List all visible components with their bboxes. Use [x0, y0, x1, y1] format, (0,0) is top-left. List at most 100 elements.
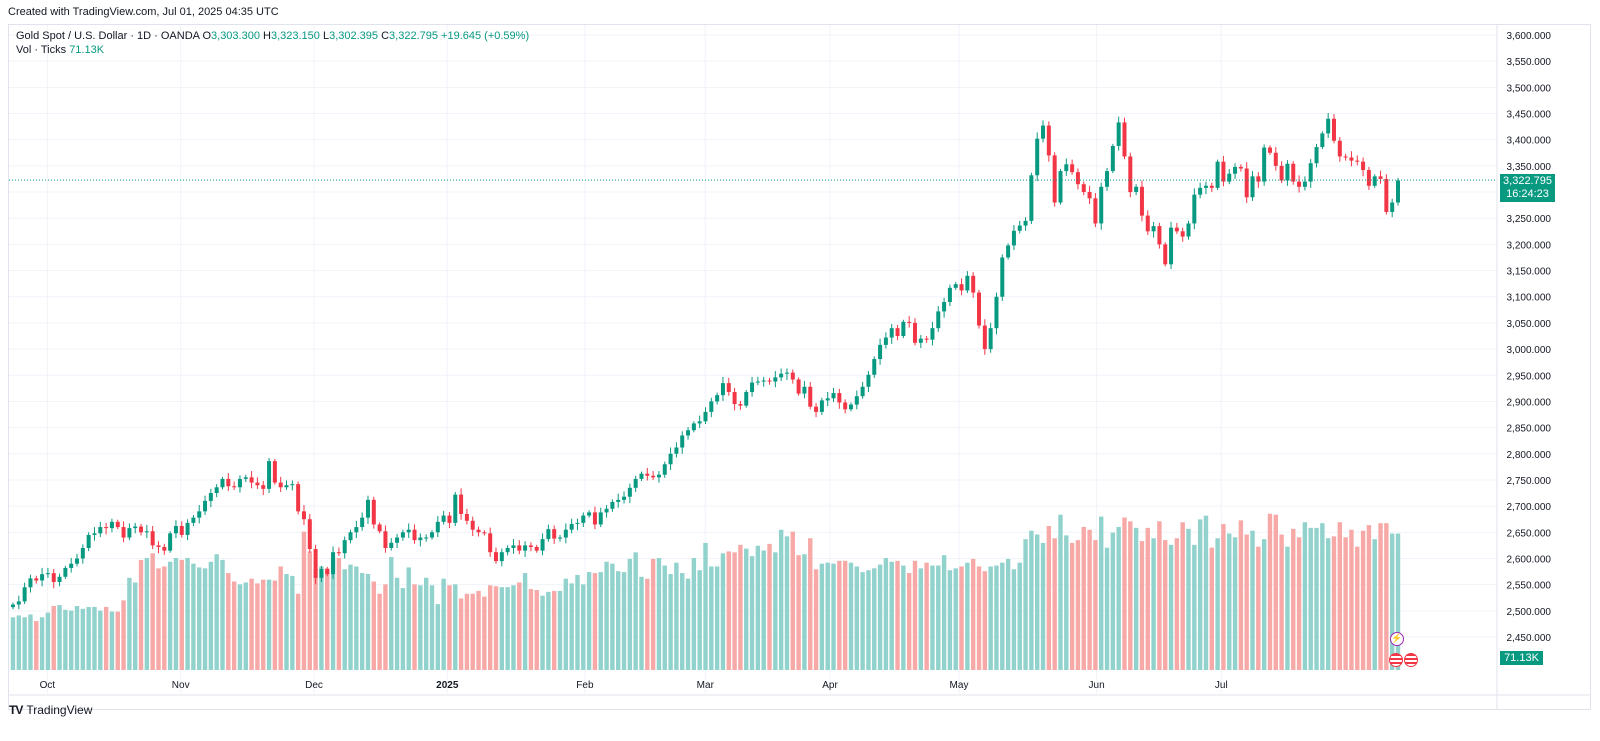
- candle-body: [1308, 163, 1313, 182]
- candle-body: [1087, 192, 1092, 199]
- current-price-tag: 3,322.795 16:24:23: [1500, 174, 1555, 202]
- volume-bar: [1023, 539, 1028, 670]
- volume-bar: [167, 561, 173, 670]
- candle-body: [75, 558, 80, 564]
- chart-legend: Gold Spot / U.S. Dollar · 1D · OANDA O3,…: [16, 29, 529, 57]
- volume-bar: [941, 555, 947, 670]
- candle-body: [441, 515, 446, 522]
- volume-bar: [115, 611, 120, 670]
- candle-body: [1273, 152, 1278, 166]
- volume-bars: [10, 513, 1401, 670]
- volume-bar: [243, 582, 248, 670]
- us-flag-event-icon[interactable]: [1404, 653, 1418, 667]
- candle-body: [872, 359, 877, 375]
- candle-body: [1023, 220, 1028, 226]
- volume-bar: [418, 585, 423, 670]
- candle-body: [982, 325, 987, 350]
- volume-bar: [889, 561, 894, 670]
- candle-body: [185, 522, 190, 535]
- volume-bar: [1349, 529, 1354, 670]
- candle-body: [1262, 147, 1267, 182]
- candle-body: [907, 321, 912, 323]
- volume-bar: [592, 573, 598, 670]
- candle-body: [1396, 180, 1400, 203]
- tradingview-branding[interactable]: TV TradingView: [9, 703, 92, 717]
- volume-bar: [1325, 538, 1331, 670]
- volume-bar: [226, 573, 231, 670]
- candle-body: [592, 512, 597, 525]
- volume-bar: [359, 573, 365, 670]
- candle-body: [587, 512, 592, 516]
- volume-bar: [842, 560, 848, 670]
- candle-body: [523, 545, 528, 551]
- volume-bar: [80, 608, 86, 670]
- volume-bar: [470, 593, 475, 670]
- price-tick-label: 3,200.000: [1507, 240, 1552, 251]
- candle-body: [552, 529, 557, 539]
- candle-body: [837, 393, 842, 403]
- candle-body: [191, 517, 196, 523]
- candle-body: [278, 482, 283, 488]
- volume-bar: [476, 590, 481, 670]
- volume-bar: [575, 574, 580, 670]
- candle-body: [464, 513, 469, 521]
- candle-body: [674, 447, 679, 454]
- symbol-title[interactable]: Gold Spot / U.S. Dollar · 1D · OANDA: [16, 30, 200, 42]
- volume-bar: [947, 570, 953, 670]
- candle-body: [45, 573, 50, 575]
- price-tick-label: 3,500.000: [1507, 83, 1552, 94]
- candle-body: [301, 511, 306, 520]
- volume-bar: [1157, 521, 1162, 670]
- volume-bar: [656, 558, 662, 670]
- candle-body: [377, 524, 382, 532]
- candle-body: [342, 540, 347, 554]
- candle-body: [1075, 172, 1080, 185]
- candle-body: [802, 386, 807, 394]
- volume-label[interactable]: Vol · Ticks: [16, 44, 67, 56]
- volume-bar: [551, 590, 557, 670]
- volume-bar: [912, 560, 918, 670]
- candle-body: [168, 533, 173, 551]
- lightning-event-icon[interactable]: ⚡: [1390, 632, 1404, 646]
- candle-body: [307, 519, 312, 550]
- candle-body: [494, 552, 499, 562]
- volume-bar: [598, 572, 603, 670]
- candle-body: [1116, 122, 1121, 146]
- candle-body: [40, 574, 45, 581]
- volume-bar: [831, 563, 836, 670]
- candle-body: [92, 533, 97, 535]
- volume-bar: [1360, 530, 1366, 670]
- candle-body: [284, 485, 289, 488]
- candle-body: [197, 511, 202, 518]
- volume-bar: [965, 562, 970, 670]
- candle-body: [645, 473, 650, 476]
- candle-body: [563, 529, 568, 538]
- volume-bar: [1151, 538, 1156, 670]
- candle-body: [1192, 194, 1197, 224]
- candle-body: [1279, 165, 1284, 181]
- price-tick-label: 2,750.000: [1507, 476, 1552, 487]
- volume-bar: [778, 529, 784, 670]
- volume-bar: [313, 569, 318, 670]
- candle-body: [1128, 156, 1133, 193]
- candle-body: [1355, 160, 1360, 162]
- volume-bar: [138, 559, 144, 670]
- volume-bar: [1046, 526, 1052, 670]
- volume-bar: [63, 609, 68, 670]
- volume-bar: [569, 583, 574, 670]
- candle-body: [1372, 176, 1377, 186]
- candle-body: [540, 539, 545, 551]
- candle-body: [237, 478, 242, 488]
- candle-body: [1151, 226, 1156, 232]
- candle-body: [755, 381, 760, 383]
- us-flag-event-icon[interactable]: [1389, 653, 1403, 667]
- volume-bar: [1395, 533, 1401, 670]
- candle-body: [331, 552, 336, 575]
- volume-bar: [732, 552, 737, 670]
- volume-bar: [1221, 524, 1226, 670]
- candle-body: [1238, 166, 1243, 169]
- volume-bar: [162, 566, 167, 670]
- candle-body: [767, 380, 772, 382]
- volume-bar: [726, 551, 731, 670]
